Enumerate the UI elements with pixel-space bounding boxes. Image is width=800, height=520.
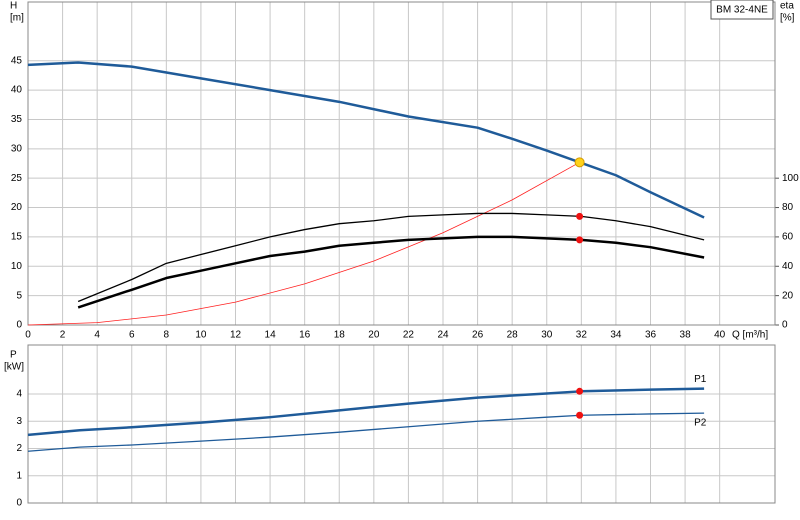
x-tick-label: 14 (265, 330, 277, 341)
series-label: P2 (694, 418, 707, 429)
x-tick-label: 40 (714, 330, 726, 341)
x-tick-label: 4 (94, 330, 100, 341)
series-label: P1 (694, 374, 707, 385)
x-tick-label: 28 (507, 330, 519, 341)
y2-tick-label: 20 (782, 290, 794, 301)
series-line (27, 161, 580, 326)
y2-unit: [%] (780, 13, 795, 24)
x-tick-label: 34 (610, 330, 622, 341)
x-tick-label: 6 (129, 330, 135, 341)
x-tick-label: 16 (299, 330, 311, 341)
y-tick-label: 4 (16, 389, 22, 400)
x-tick-label: 24 (437, 330, 449, 341)
y-tick-label: 3 (16, 416, 22, 427)
x-tick-label: 38 (680, 330, 692, 341)
series-line (27, 387, 705, 437)
y-tick-label: 30 (11, 143, 23, 154)
x-tick-label: 26 (472, 330, 484, 341)
x-tick-label: 12 (230, 330, 242, 341)
series-line (77, 235, 705, 309)
y2-tick-label: 40 (782, 261, 794, 272)
y-label: P (10, 350, 17, 361)
x-tick-label: 30 (541, 330, 553, 341)
y-tick-label: 15 (11, 232, 23, 243)
y-tick-label: 40 (11, 85, 23, 96)
x-tick-label: 20 (368, 330, 380, 341)
series-line (77, 212, 705, 303)
top-frame (27, 1, 776, 326)
y-tick-label: 0 (16, 498, 22, 509)
y-unit: [kW] (4, 362, 24, 373)
series-line (27, 61, 705, 219)
y-tick-label: 10 (11, 261, 23, 272)
x-tick-label: 18 (334, 330, 346, 341)
y2-tick-label: 80 (782, 202, 794, 213)
x-tick-label: 22 (403, 330, 415, 341)
y2-tick-label: 100 (782, 173, 799, 184)
x-tick-label: 32 (576, 330, 588, 341)
y-tick-label: 1 (16, 470, 22, 481)
y-tick-label: 2 (16, 443, 22, 454)
y2-tick-label: 60 (782, 232, 794, 243)
title-box (710, 0, 774, 20)
operating-point (576, 387, 584, 395)
y-tick-label: 0 (16, 320, 22, 331)
y-tick-label: 25 (11, 173, 23, 184)
y-tick-label: 5 (16, 290, 22, 301)
operating-point (576, 411, 584, 419)
operating-point (576, 236, 584, 244)
y2-tick-label: 0 (782, 320, 788, 331)
series-line (27, 412, 705, 452)
x-tick-label: 8 (164, 330, 170, 341)
operating-point (576, 212, 584, 220)
operating-point (574, 157, 585, 168)
y-tick-label: 45 (11, 55, 23, 66)
y-tick-label: 20 (11, 202, 23, 213)
chart-title: BM 32-4NE (716, 5, 768, 16)
bottom-frame (27, 344, 776, 504)
y-tick-label: 35 (11, 114, 23, 125)
y-unit: [m] (10, 13, 24, 24)
x-tick-label: 0 (25, 330, 31, 341)
x-tick-label: 10 (195, 330, 207, 341)
x-tick-label: 2 (60, 330, 66, 341)
y-label: H (10, 1, 17, 12)
x-label: Q [m³/h] (732, 330, 768, 341)
x-tick-label: 36 (645, 330, 657, 341)
y2-label: eta (780, 1, 794, 12)
